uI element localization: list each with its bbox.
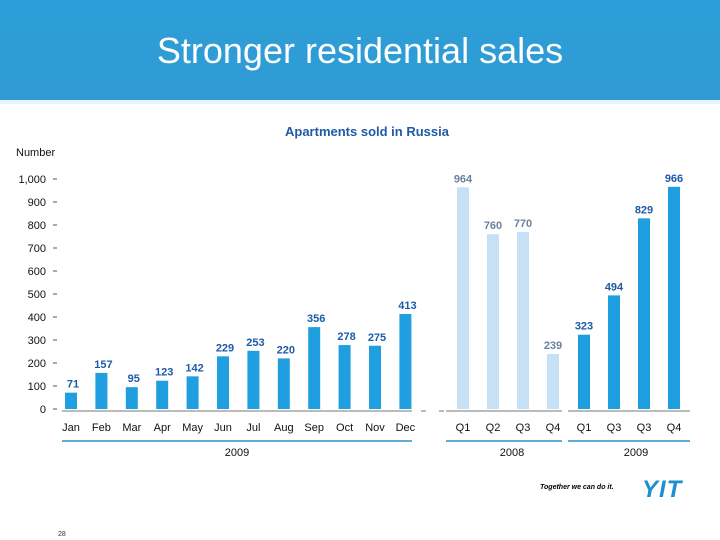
x-tick-label: May: [182, 422, 203, 434]
data-label: 770: [514, 218, 532, 230]
data-label: 71: [67, 379, 79, 391]
x-tick-label: Sep: [304, 422, 324, 434]
data-label: 760: [484, 220, 502, 232]
bar: [186, 376, 199, 409]
data-label: 220: [277, 344, 295, 356]
y-tick-label: 300: [28, 335, 46, 347]
bar: [608, 295, 620, 409]
x-tick-label: Q4: [667, 422, 682, 434]
bar: [547, 354, 559, 409]
x-tick-label: Nov: [365, 422, 385, 434]
x-tick-label: Aug: [274, 422, 294, 434]
y-tick-label: 800: [28, 220, 46, 232]
x-tick-label: Q3: [607, 422, 622, 434]
bar: [487, 234, 499, 409]
y-tick-label: 600: [28, 266, 46, 278]
bars: 71 157 95 123 142 229 253 220 356 278 275 413 964 760…: [65, 173, 683, 409]
bar: [277, 358, 290, 409]
y-axis: 0 100 200 300 400 500 600 700 800 900 1,000: [18, 174, 57, 416]
bar: [65, 392, 77, 409]
x-tick-label: Oct: [336, 422, 353, 434]
x-tick-label: Q3: [637, 422, 652, 434]
x-tick-label: Q3: [516, 422, 531, 434]
data-label: 142: [185, 362, 203, 374]
x-tick-label: Jun: [214, 422, 232, 434]
bar: [247, 350, 260, 409]
y-tick-label: 0: [40, 404, 46, 416]
bar: [338, 345, 351, 409]
data-label: 95: [128, 373, 140, 385]
y-tick-label: 700: [28, 243, 46, 255]
group-label: 2009: [225, 447, 249, 459]
y-tick-label: 900: [28, 197, 46, 209]
x-axis: Jan Feb Mar Apr May Jun Jul Aug Sep Oct Nov Dec Q1 Q2…: [62, 410, 690, 434]
data-label: 323: [575, 321, 593, 333]
bar: [156, 380, 169, 409]
bar: [578, 334, 590, 409]
data-label: 964: [454, 173, 473, 185]
data-label: 829: [635, 204, 653, 216]
data-label: 253: [246, 337, 264, 349]
bar: [369, 345, 381, 409]
x-tick-label: Apr: [154, 422, 171, 434]
data-label: 494: [605, 281, 624, 293]
group-labels: 2009 2008 2009: [62, 440, 690, 459]
bar: [308, 327, 321, 409]
bar: [668, 186, 680, 409]
yit-logo: YIT: [642, 476, 683, 503]
x-tick-label: Q2: [486, 422, 501, 434]
page-number: 28: [58, 531, 66, 538]
page-title: Stronger residential sales: [156, 30, 564, 71]
x-tick-label: Q1: [577, 422, 592, 434]
x-tick-label: Q1: [456, 422, 471, 434]
bar: [457, 187, 469, 409]
group-label: 2008: [500, 447, 524, 459]
data-label: 123: [155, 367, 173, 379]
data-label: 413: [398, 300, 416, 312]
y-tick-label: 500: [28, 289, 46, 301]
bar: [125, 387, 138, 409]
bar: [399, 314, 412, 409]
y-tick-label: 100: [28, 381, 46, 393]
y-axis-label: Number: [16, 147, 55, 159]
y-tick-label: 400: [28, 312, 46, 324]
data-label: 157: [94, 359, 112, 371]
chart-title: Apartments sold in Russia: [285, 124, 450, 139]
footer-tagline: Together we can do it.: [540, 484, 614, 491]
x-tick-label: Dec: [396, 422, 416, 434]
bar-chart: Apartments sold in Russia Number 0 100 200…: [16, 124, 690, 459]
x-tick-label: Feb: [92, 422, 111, 434]
x-tick-label: Jan: [62, 422, 80, 434]
data-label: 275: [368, 332, 386, 344]
data-label: 356: [307, 313, 325, 325]
group-label: 2009: [624, 447, 648, 459]
bar: [217, 356, 229, 409]
bar: [638, 218, 650, 409]
x-tick-label: Mar: [122, 422, 141, 434]
bar: [95, 372, 108, 409]
x-tick-label: Jul: [246, 422, 260, 434]
data-label: 229: [216, 342, 234, 354]
y-tick-label: 200: [28, 358, 46, 370]
data-label: 239: [544, 340, 562, 352]
data-label: 966: [665, 173, 683, 185]
bar: [517, 231, 529, 409]
data-label: 278: [337, 331, 355, 343]
y-tick-label: 1,000: [18, 174, 46, 186]
header-divider: [0, 100, 720, 104]
x-tick-label: Q4: [546, 422, 561, 434]
slide-header: Stronger residential sales: [0, 0, 720, 100]
